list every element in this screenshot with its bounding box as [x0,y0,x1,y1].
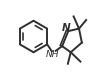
Text: NH: NH [46,50,59,59]
Text: N: N [61,23,70,33]
